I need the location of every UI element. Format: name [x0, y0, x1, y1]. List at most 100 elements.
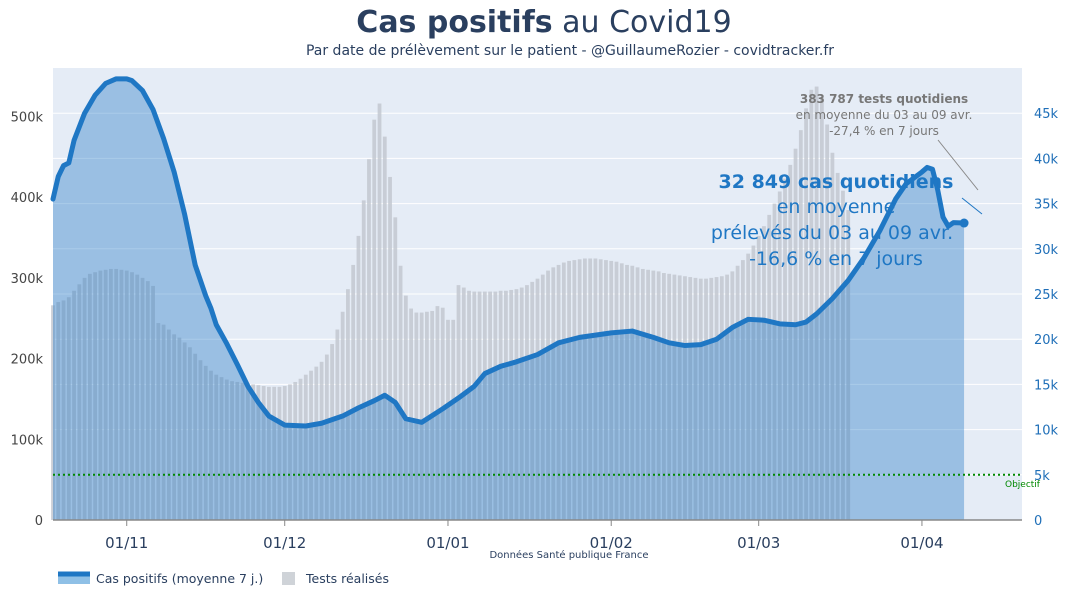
tests-bar	[351, 264, 356, 520]
tests-bar	[98, 270, 103, 520]
tests-bar	[319, 361, 324, 520]
y-left-tick-label: 100k	[11, 433, 44, 448]
tests-bar	[330, 344, 335, 520]
tests-bar	[593, 258, 598, 520]
tests-bar	[293, 381, 298, 520]
tests-bar	[298, 378, 303, 520]
tests-bar	[693, 277, 698, 520]
tests-bar	[561, 262, 566, 520]
tests-bar	[230, 381, 234, 520]
tests-bar	[456, 285, 461, 520]
tests-bar	[361, 200, 366, 520]
tests-bar	[188, 347, 192, 520]
tests-bar	[251, 384, 256, 520]
tests-bar	[482, 291, 487, 520]
tests-bar	[203, 365, 208, 520]
tests-bar	[303, 374, 308, 520]
cases-last-point	[959, 218, 969, 228]
tests-bar	[161, 324, 166, 520]
y-axis-right: 0 5k 10k 15k 20k 25k 30k 35k 40k 45k	[1034, 107, 1059, 529]
tests-bar	[509, 289, 514, 520]
y-left-tick-label: 500k	[11, 110, 44, 125]
cases-annotation-line3: prélevés du 03 au 09 avr.	[711, 222, 953, 244]
tests-bar	[688, 277, 693, 520]
tests-bar	[672, 274, 677, 520]
chart-title-bold: Cas positifs	[356, 5, 552, 40]
tests-bar	[662, 273, 666, 520]
tests-bar	[588, 258, 593, 520]
tests-bar	[388, 176, 392, 520]
tests-bar	[398, 265, 403, 520]
legend-swatch-tests	[282, 572, 295, 585]
tests-bar	[335, 329, 340, 520]
tests-bar	[309, 370, 313, 520]
y-right-tick-label: 25k	[1034, 288, 1059, 303]
tests-bar	[72, 290, 76, 520]
tests-bar	[656, 271, 661, 520]
y-axis-left: 0 100k 200k 300k 400k 500k	[11, 110, 44, 529]
cases-annotation-line1: 32 849 cas quotidiens	[719, 171, 954, 193]
chart-title: Cas positifs au Covid19	[356, 5, 731, 40]
tests-bar	[488, 291, 492, 520]
tests-bar	[66, 297, 71, 520]
tests-bar	[493, 291, 498, 520]
tests-bar	[646, 269, 650, 520]
legend: Cas positifs (moyenne 7 j.) Tests réalis…	[58, 571, 389, 586]
tests-bar	[698, 278, 703, 520]
cases-annotation: 32 849 cas quotidiens en moyenne prélevé…	[711, 171, 983, 270]
legend-swatch-cases-fill	[58, 574, 90, 584]
tests-bar	[377, 103, 382, 520]
tests-bar	[704, 278, 708, 520]
y-left-tick-label: 400k	[11, 191, 44, 206]
x-tick-label: 01/11	[105, 534, 148, 552]
source-label: Données Santé publique France	[489, 549, 648, 561]
tests-bar	[504, 290, 508, 520]
tests-bar	[640, 268, 645, 520]
tests-bar	[177, 337, 182, 520]
tests-bar	[514, 289, 519, 520]
tests-bar	[540, 274, 545, 520]
tests-bar	[130, 272, 134, 520]
tests-bar	[767, 214, 772, 520]
cases-annotation-line2: en moyenne	[777, 196, 896, 218]
tests-bar	[346, 289, 350, 520]
legend-item-cases[interactable]: Cas positifs (moyenne 7 j.)	[58, 571, 263, 586]
y-right-tick-label: 5k	[1034, 469, 1050, 484]
tests-bar	[109, 268, 113, 520]
y-right-tick-label: 20k	[1034, 333, 1059, 348]
tests-bar	[546, 270, 550, 520]
objectif-label: Objectif	[1005, 480, 1041, 490]
tests-bar	[472, 291, 477, 520]
tests-bar	[751, 245, 756, 520]
tests-bar	[214, 374, 219, 520]
tests-bar	[425, 311, 429, 520]
tests-bar	[87, 273, 92, 520]
tests-bar	[677, 275, 682, 520]
tests-bar	[525, 285, 529, 520]
tests-bar	[841, 190, 845, 520]
tests-bar	[461, 287, 466, 520]
tests-bar	[209, 370, 213, 520]
legend-item-tests[interactable]: Tests réalisés	[282, 571, 389, 586]
tests-bar	[467, 290, 471, 520]
legend-label-cases: Cas positifs (moyenne 7 j.)	[96, 571, 263, 586]
x-tick-label: 01/04	[900, 534, 943, 552]
tests-bar	[219, 377, 224, 520]
tests-bar	[261, 386, 266, 520]
cases-area	[53, 78, 965, 520]
tests-bar	[240, 382, 245, 520]
tests-bar	[619, 263, 624, 520]
tests-bar	[577, 259, 582, 520]
tests-bar	[440, 307, 445, 520]
tests-annotation: 383 787 tests quotidiens en moyenne du 0…	[796, 92, 979, 191]
tests-bar	[382, 136, 387, 521]
tests-bar	[446, 319, 450, 520]
tests-bar	[740, 260, 745, 520]
tests-bar	[583, 258, 587, 520]
tests-bar	[193, 353, 198, 520]
tests-bar	[725, 274, 729, 520]
tests-bar	[114, 268, 119, 520]
tests-bar	[551, 267, 556, 520]
tests-bar	[793, 148, 798, 520]
